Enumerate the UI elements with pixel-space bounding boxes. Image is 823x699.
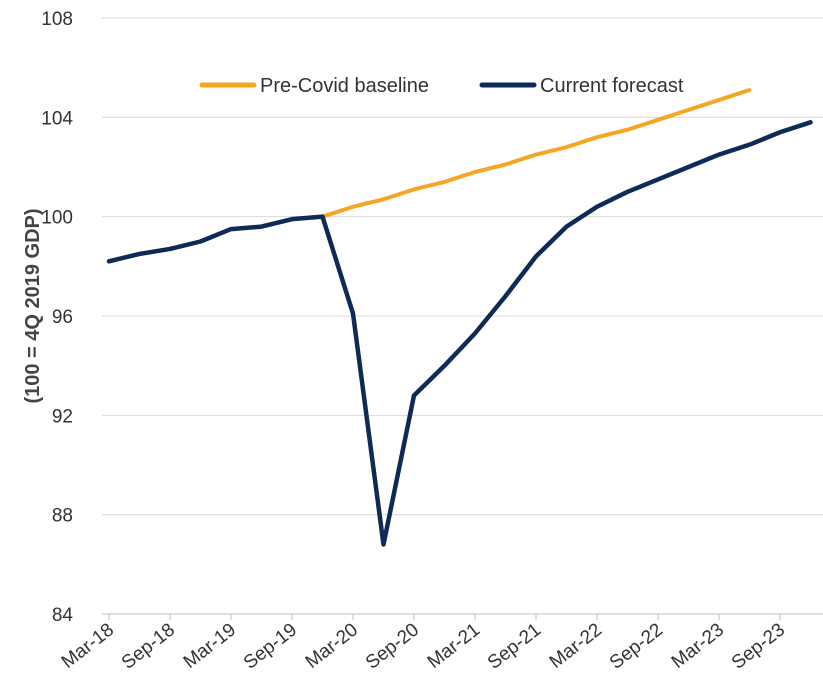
- x-tick-label-Mar-20: Mar-20: [302, 619, 362, 673]
- x-tick-label-Mar-21: Mar-21: [424, 619, 484, 673]
- legend: Pre-Covid baseline Current forecast: [199, 75, 684, 97]
- series-lines: [106, 88, 813, 547]
- y-tick-label-108: 108: [41, 9, 73, 30]
- y-tick-label-84: 84: [52, 605, 74, 626]
- x-tick-label-Mar-23: Mar-23: [668, 619, 728, 673]
- x-tick-label-Mar-18: Mar-18: [58, 619, 118, 673]
- legend-label-current-forecast: Current forecast: [540, 75, 684, 97]
- axes: 84 88 92 96 100 104 108 Mar-18 Sep-18 Mar-19 Sep-1…: [41, 9, 823, 674]
- legend-label-pre-covid-baseline: Pre-Covid baseline: [260, 75, 429, 97]
- series-line-pre-covid-baseline: [320, 88, 752, 219]
- x-tick-label-Mar-19: Mar-19: [180, 619, 240, 673]
- x-tick-label-Sep-20: Sep-20: [362, 619, 423, 673]
- x-tick-label-Sep-23: Sep-23: [728, 619, 789, 673]
- y-tick-label-92: 92: [52, 406, 73, 427]
- y-axis-title: (100 = 4Q 2019 GDP): [22, 208, 44, 403]
- y-tick-label-96: 96: [52, 307, 73, 328]
- grid: [102, 17, 823, 516]
- x-tick-label-Sep-18: Sep-18: [118, 619, 179, 673]
- y-tick-label-104: 104: [41, 108, 73, 129]
- x-tick-label-Sep-19: Sep-19: [240, 619, 301, 673]
- x-tick-label-Sep-22: Sep-22: [606, 619, 667, 673]
- y-tick-label-100: 100: [41, 208, 73, 229]
- y-tick-label-88: 88: [52, 506, 73, 527]
- x-tick-label-Mar-22: Mar-22: [546, 619, 606, 673]
- x-tick-label-Sep-21: Sep-21: [484, 619, 545, 673]
- series-line-current-forecast: [106, 120, 813, 547]
